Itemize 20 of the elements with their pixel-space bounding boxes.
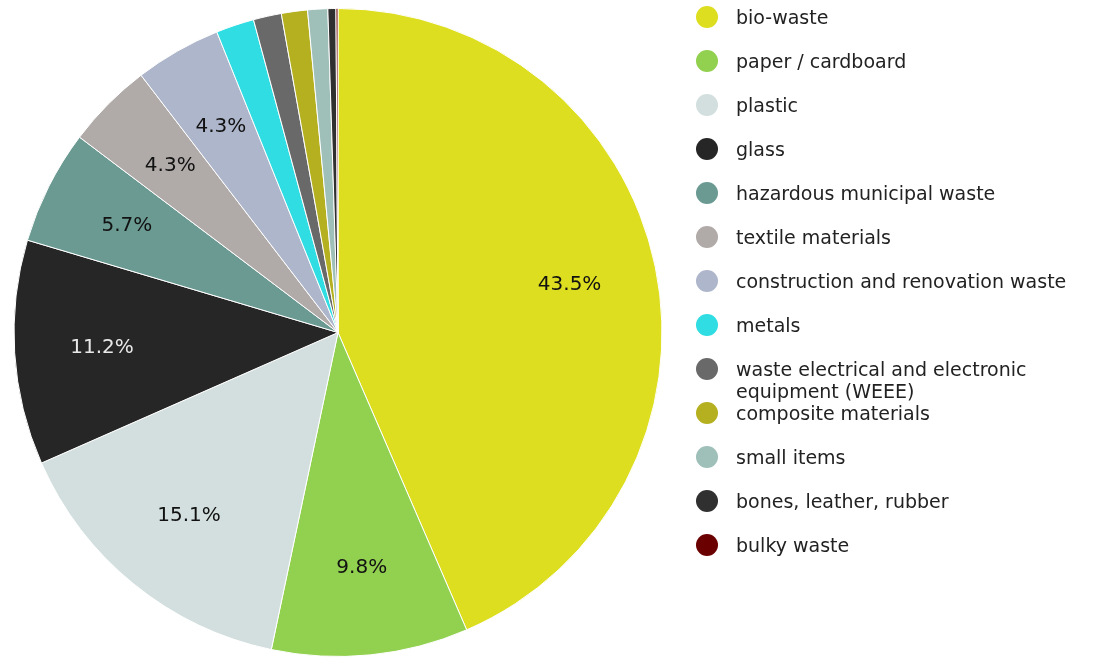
legend-label: waste electrical and electronic equipment (WEEE) [736, 358, 1028, 402]
legend-label: plastic [736, 94, 800, 116]
legend-label: small items [736, 446, 847, 468]
data-label: 43.5% [537, 270, 602, 295]
legend-label: bulky waste [736, 534, 851, 556]
legend-label: hazardous municipal waste [736, 182, 997, 204]
data-label: 9.8% [336, 554, 388, 579]
legend-label: textile materials [736, 226, 892, 248]
legend-label: metals [736, 314, 802, 336]
legend-label: bones, leather, rubber [736, 490, 950, 512]
data-label: 5.7% [101, 211, 153, 236]
data-label: 4.3% [195, 113, 247, 138]
data-label: 11.2% [70, 333, 134, 358]
legend-label: paper / cardboard [736, 50, 908, 72]
legend-label: construction and renovation waste [736, 270, 1068, 292]
data-label: 4.3% [144, 151, 196, 176]
legend-label: bio-waste [736, 6, 830, 28]
data-label: 15.1% [157, 502, 221, 527]
legend-label: composite materials [736, 402, 931, 424]
legend-label: glass [736, 138, 786, 160]
